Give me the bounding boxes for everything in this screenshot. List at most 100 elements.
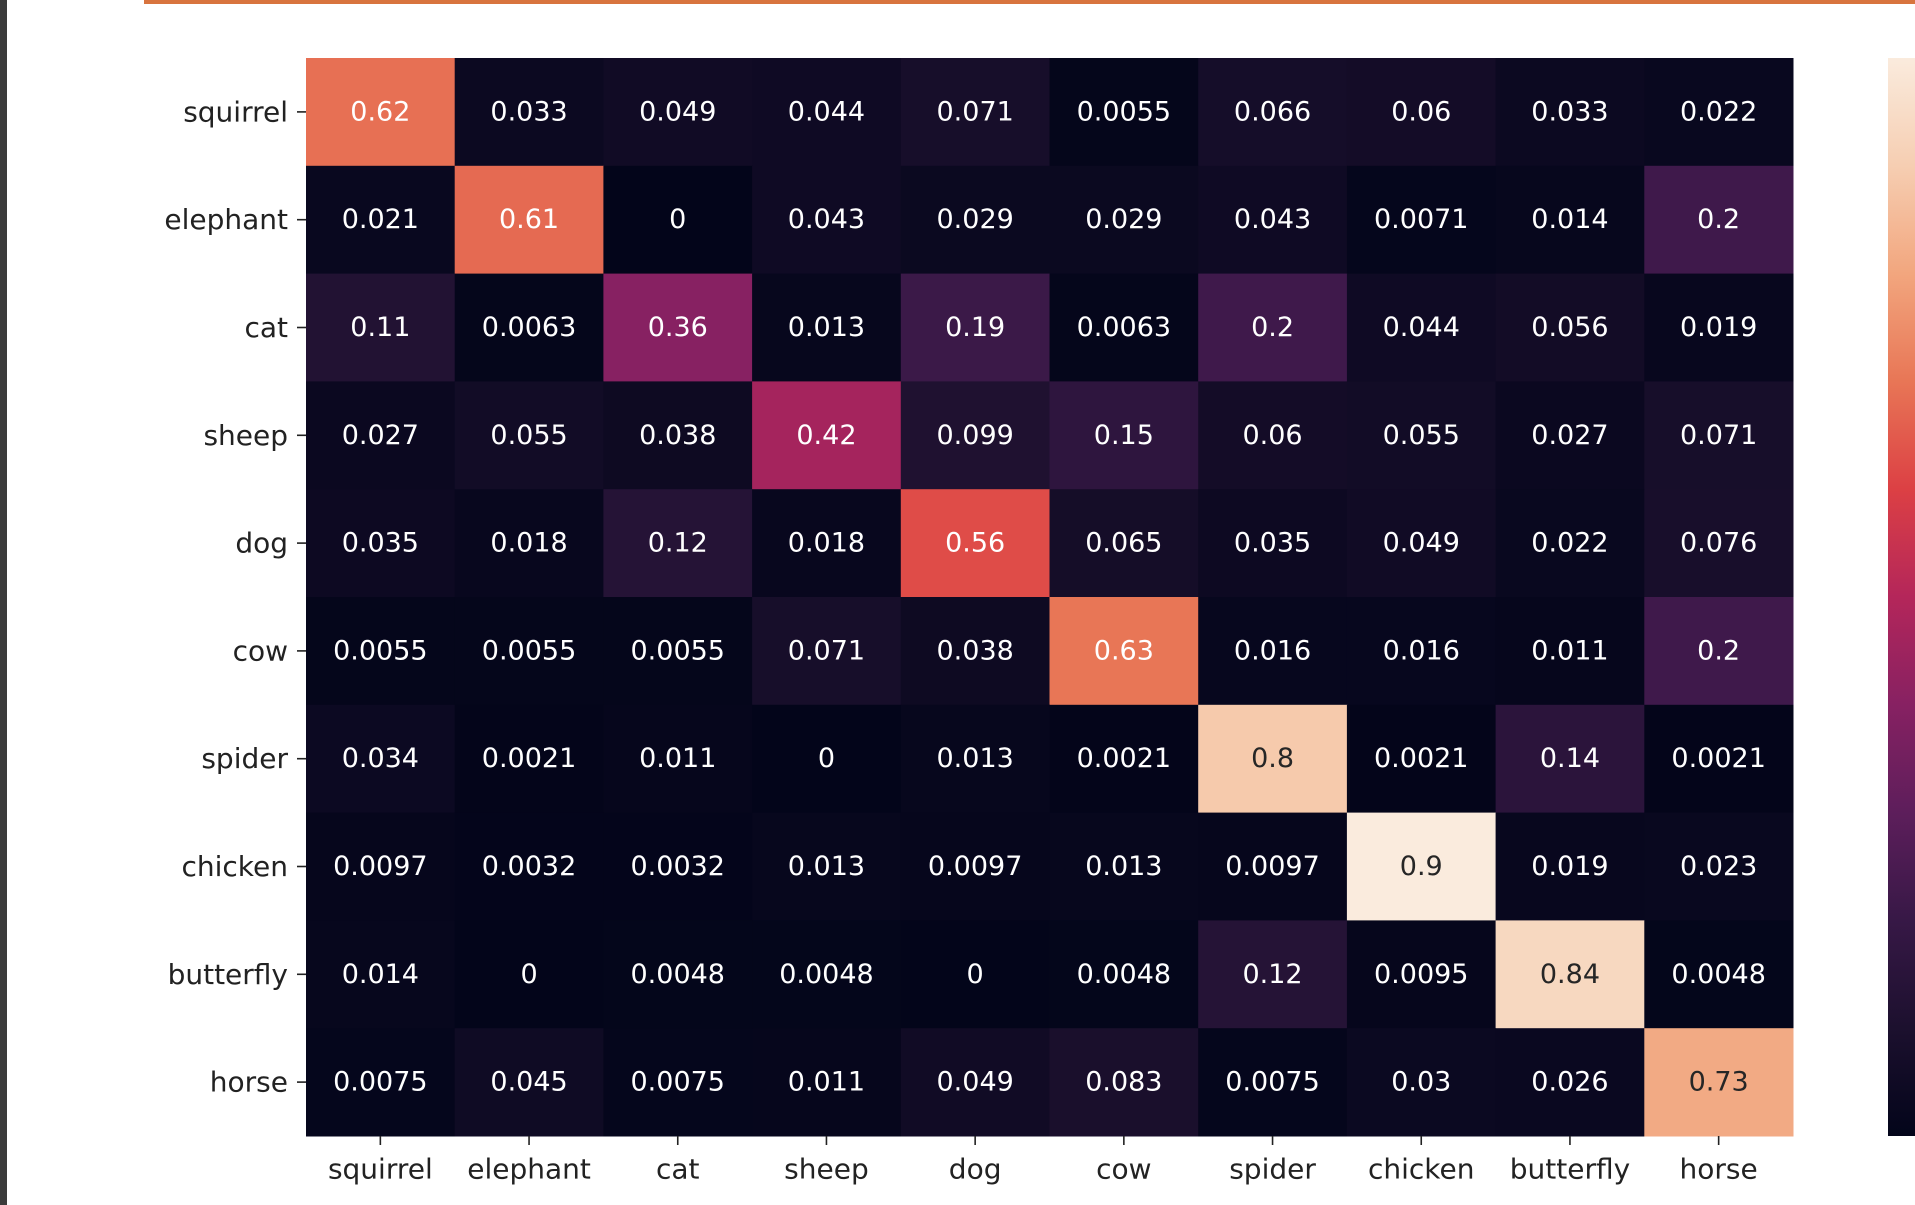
cell-value-label: 0.022 [1680,96,1757,127]
heatmap-cell [1049,597,1199,706]
cell-value-label: 0.0021 [1077,743,1171,774]
heatmap-cell [306,704,456,814]
heatmap-cell [752,381,902,490]
heatmap-cell [1495,920,1645,1029]
heatmap-cell [1346,920,1497,1029]
cell-value-label: 0.56 [945,528,1005,559]
heatmap-cell [752,165,902,275]
heatmap-cell [603,704,753,814]
heatmap-cell [1644,273,1794,382]
colorbar-gradient [1888,58,1915,1136]
heatmap-cell [454,1028,604,1137]
cell-value-label: 0.013 [937,743,1014,774]
cell-value-label: 0.0021 [1374,743,1468,774]
cell-value-label: 0.15 [1094,420,1154,451]
cell-value-label: 0.013 [788,851,865,882]
cell-value-label: 0.099 [937,420,1014,451]
heatmap-cell [1644,920,1794,1029]
cell-value-label: 0.0032 [482,851,576,882]
cell-value-label: 0.73 [1689,1067,1749,1098]
heatmap-cell [603,812,753,921]
x-tick-label: squirrel [328,1153,433,1186]
cell-value-label: 0.029 [1085,204,1162,235]
heatmap-cell [306,165,456,275]
cell-value-label: 0.071 [937,96,1014,127]
cell-value-label: 0.36 [648,312,708,343]
cell-value-label: 0.0095 [1374,959,1468,990]
x-tick-label: dog [949,1153,1002,1186]
heatmap-cell [900,704,1050,814]
x-tick-label: butterfly [1510,1153,1630,1186]
y-tick-label: elephant [164,203,288,236]
y-axis-ticks: squirrel elephant cat sheep dog cow spider chic… [164,95,306,1099]
heatmap-cell [1495,489,1645,598]
y-tick-label: dog [235,527,288,560]
x-axis-ticks: squirrel elephant cat sheep dog cow spider chic… [328,1136,1758,1186]
cell-value-label: 0.0048 [779,959,873,990]
heatmap-cell [752,812,902,921]
heatmap-cell [1198,920,1348,1029]
heatmap-cell [1198,273,1348,382]
cell-value-label: 0.0048 [1671,959,1765,990]
cell-value-label: 0.071 [788,635,865,666]
cell-value-label: 0.033 [1531,96,1608,127]
y-tick-label: cow [233,634,288,667]
heatmap-cell [752,58,902,167]
cell-value-label: 0 [967,959,984,990]
cell-value-label: 0.0075 [333,1067,427,1098]
window-left-border [0,0,7,1205]
heatmap-cell [1049,273,1199,382]
cell-value-label: 0.035 [1234,528,1311,559]
y-tick-label: horse [210,1066,288,1099]
heatmap-cell [1495,58,1645,167]
heatmap-cell [1346,597,1497,706]
cell-value-label: 0.026 [1531,1067,1608,1098]
heatmap-cell [1644,1028,1794,1137]
x-tick-label: cat [656,1153,700,1186]
cell-value-label: 0.11 [350,312,410,343]
cell-value-label: 0.018 [490,528,567,559]
heatmap-cell [454,165,604,275]
y-tick-label: squirrel [183,95,288,128]
cell-value-label: 0.019 [1680,312,1757,343]
cell-value-label: 0.033 [490,96,567,127]
x-tick-label: chicken [1368,1153,1475,1186]
heatmap-cell [752,489,902,598]
x-tick-label: horse [1680,1153,1758,1186]
colorbar [1888,58,1915,1136]
cell-value-label: 0.056 [1531,312,1608,343]
cell-value-label: 0.62 [350,96,410,127]
heatmap-cell [752,704,902,814]
heatmap-cell [306,381,456,490]
heatmap-cell [1198,165,1348,275]
heatmap-cell [1346,812,1497,921]
heatmap-cell [306,489,456,598]
cell-value-label: 0.011 [1531,635,1608,666]
y-tick-label: sheep [203,419,288,452]
cell-value-label: 0.8 [1251,743,1294,774]
cell-value-label: 0.055 [490,420,567,451]
heatmap-cell [603,920,753,1029]
heatmap-cell [1495,812,1645,921]
cell-value-label: 0.19 [945,312,1005,343]
heatmap-cell [1049,165,1199,275]
heatmap-cell [603,381,753,490]
cell-value-label: 0.03 [1391,1067,1451,1098]
heatmap-cell [454,920,604,1029]
cell-value-label: 0.0097 [333,851,427,882]
cell-value-label: 0.0063 [1077,312,1171,343]
cell-value-labels: 0.62 0.033 0.049 0.044 0.071 0.0055 0.066 0.06 0… [333,96,1766,1097]
heatmap-cell [752,920,902,1029]
cell-value-label: 0.0021 [482,743,576,774]
heatmap-cell [306,58,456,167]
cell-value-label: 0.071 [1680,420,1757,451]
cell-value-label: 0.2 [1251,312,1294,343]
cell-value-label: 0.011 [639,743,716,774]
cell-value-label: 0.42 [796,420,856,451]
cell-value-label: 0.0075 [631,1067,725,1098]
heatmap-cell [454,812,604,921]
heatmap-cell [900,597,1050,706]
heatmap-cell [1049,812,1199,921]
heatmap-cell [1644,381,1794,490]
